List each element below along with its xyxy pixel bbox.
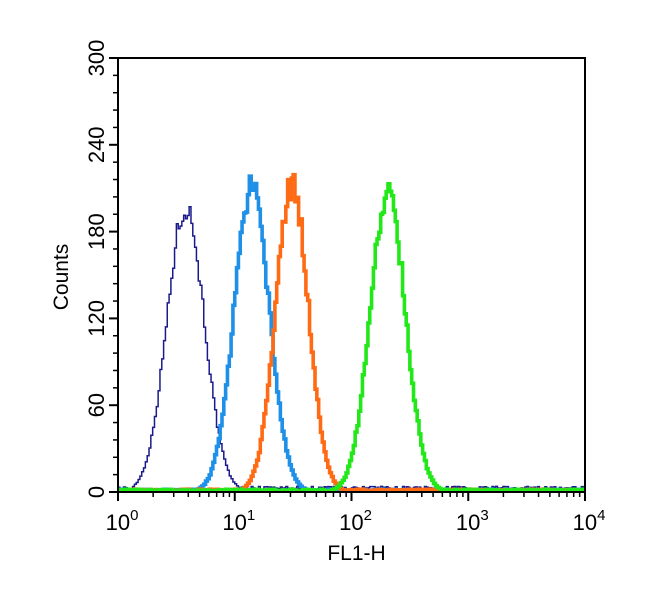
histogram-series-3 — [118, 172, 585, 493]
plot-frame — [117, 57, 586, 493]
y-tick-label: 120 — [84, 300, 109, 337]
histogram-series-1 — [118, 206, 585, 491]
x-tick-label: 103 — [456, 507, 489, 535]
y-axis-title: Counts — [50, 244, 73, 311]
x-axis-title: FL1-H — [327, 542, 385, 565]
y-axis: 0 60 120 180 240 300 — [84, 40, 118, 498]
histogram-series-4 — [118, 182, 585, 493]
x-tick-label: 101 — [222, 507, 255, 535]
histogram-series-layer — [118, 172, 585, 493]
y-tick-label: 240 — [84, 126, 109, 163]
y-tick-label: 0 — [84, 486, 109, 498]
x-tick-label: 100 — [106, 507, 139, 535]
x-tick-label: 104 — [573, 507, 606, 535]
y-tick-label: 300 — [84, 40, 109, 77]
x-tick-label: 102 — [339, 507, 372, 535]
y-tick-label: 60 — [84, 393, 109, 417]
y-tick-label: 180 — [84, 213, 109, 250]
x-axis: 100 101 102 103 104 — [106, 492, 606, 535]
histogram-series-2 — [118, 174, 585, 493]
